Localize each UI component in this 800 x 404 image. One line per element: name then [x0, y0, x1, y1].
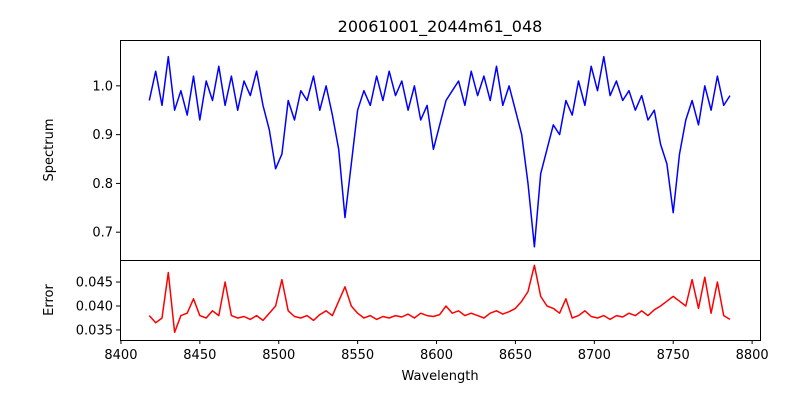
error-line: [148, 264, 731, 334]
xtick-label: 8500: [262, 348, 295, 363]
spectrum-ylabel: Spectrum: [42, 119, 57, 182]
xtick-label: 8400: [104, 348, 137, 363]
xtick-label: 8750: [657, 348, 690, 363]
ytick-label: 0.045: [76, 276, 113, 291]
xlabel: Wavelength: [401, 369, 478, 384]
ytick-label: 0.040: [76, 299, 113, 314]
spectrum-line: [148, 55, 731, 248]
xtick-label: 8800: [736, 348, 769, 363]
xtick-label: 8700: [578, 348, 611, 363]
ytick-label: 0.7: [92, 226, 113, 241]
xtick-label: 8600: [420, 348, 453, 363]
xtick-label: 8650: [499, 348, 532, 363]
error-ylabel: Error: [42, 284, 57, 316]
ytick-label: 0.035: [76, 323, 113, 338]
error-axes-frame: [120, 260, 761, 341]
error-plot-area: [148, 264, 731, 334]
spectrum-axes-frame: [120, 40, 761, 261]
ytick-label: 0.8: [92, 177, 113, 192]
xtick-label: 8450: [183, 348, 216, 363]
xtick-label: 8550: [341, 348, 374, 363]
spectrum-plot-area: [148, 55, 731, 248]
ytick-label: 1.0: [92, 79, 113, 94]
ytick-label: 0.9: [92, 128, 113, 143]
chart-title: 20061001_2044m61_048: [338, 17, 543, 37]
